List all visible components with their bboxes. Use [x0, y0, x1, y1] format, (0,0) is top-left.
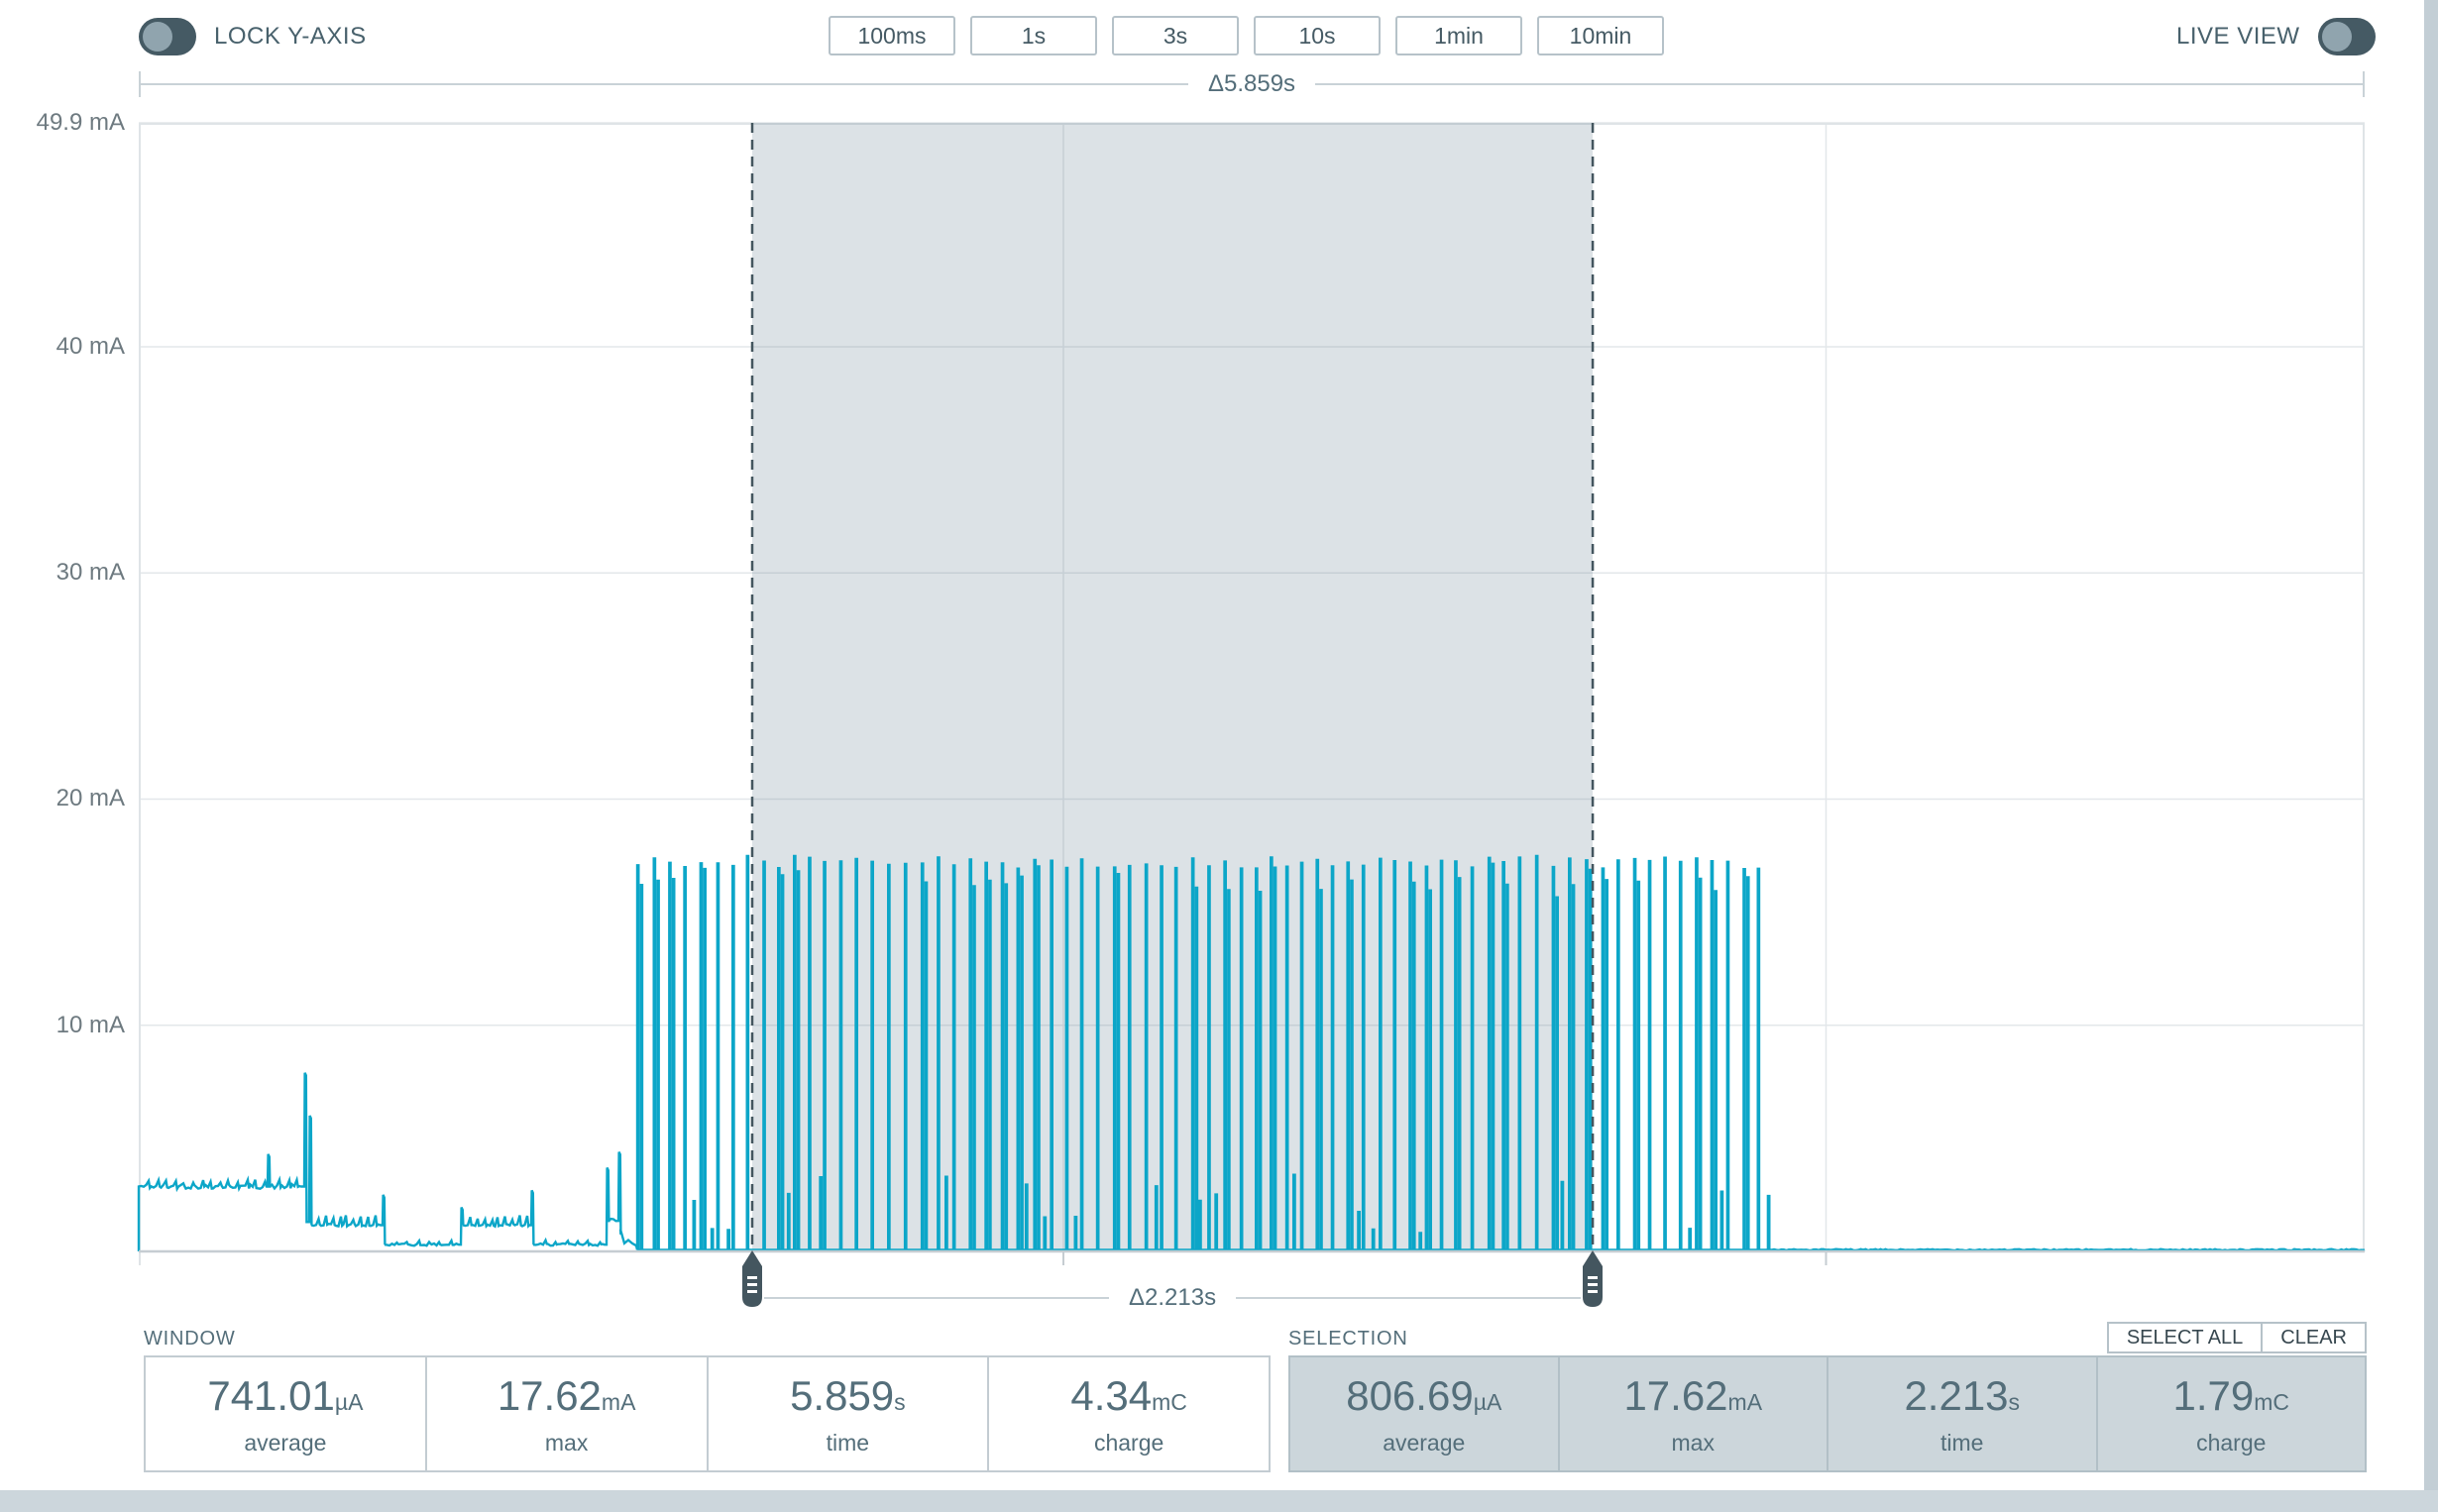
time-range-button-group: 100ms 1s 3s 10s 1min 10min — [829, 16, 1664, 55]
stat-unit: mC — [2254, 1388, 2290, 1415]
stat-value: 5.859s — [790, 1371, 906, 1419]
selection-stats-title: SELECTION — [1288, 1328, 1408, 1350]
clear-button[interactable]: CLEAR — [2263, 1322, 2367, 1353]
vertical-scrollbar[interactable] — [2424, 0, 2438, 1490]
stat-label: charge — [2196, 1429, 2267, 1456]
stat-unit: s — [894, 1388, 906, 1415]
stat-unit: mC — [1152, 1388, 1187, 1415]
live-view-toggle[interactable] — [2317, 18, 2376, 55]
range-button-10min[interactable]: 10min — [1537, 16, 1664, 55]
range-button-100ms[interactable]: 100ms — [829, 16, 955, 55]
selection-stats-panel: SELECTION SELECT ALL CLEAR 806.69µA avera… — [1288, 1322, 2367, 1472]
stat-unit: s — [2008, 1388, 2021, 1415]
stat-label: charge — [1093, 1429, 1164, 1456]
y-axis-tick-label: 10 mA — [55, 1011, 125, 1038]
stat-value: 17.62mA — [497, 1371, 636, 1419]
stat-label: max — [1671, 1429, 1715, 1456]
range-button-10s[interactable]: 10s — [1254, 16, 1381, 55]
lock-y-axis-label: LOCK Y-AXIS — [214, 23, 367, 50]
selection-stats-boxes: 806.69µA average 17.62mA max 2.213s time 1.79m… — [1288, 1355, 2367, 1472]
window-span-bracket: Δ5.859s — [139, 70, 2365, 97]
y-axis-tick-label: 49.9 mA — [36, 109, 125, 136]
select-all-button[interactable]: SELECT ALL — [2106, 1322, 2264, 1353]
range-button-1s[interactable]: 1s — [970, 16, 1097, 55]
stat-value: 741.01µA — [207, 1371, 364, 1419]
stat-value: 806.69µA — [1346, 1371, 1502, 1419]
current-chart-canvas[interactable] — [137, 122, 2366, 1265]
current-trace — [137, 854, 2366, 1252]
stat-cell-time: 5.859s time — [706, 1357, 988, 1470]
bracket-end-tick — [2363, 71, 2365, 97]
stat-label: average — [1383, 1429, 1466, 1456]
selection-span-label: Δ2.213s — [1128, 1284, 1217, 1311]
selection-handle-right[interactable] — [1582, 1250, 1604, 1308]
stat-cell-charge: 4.34mC charge — [987, 1357, 1269, 1470]
live-view-label: LIVE VIEW — [2176, 23, 2300, 50]
y-axis-tick-label: 30 mA — [55, 559, 125, 587]
stat-label: max — [544, 1429, 589, 1456]
bracket-line — [141, 83, 1188, 85]
stat-cell-charge: 1.79mC charge — [2095, 1357, 2366, 1470]
bracket-line — [763, 1297, 1109, 1299]
stat-cell-max: 17.62mA max — [424, 1357, 707, 1470]
stat-unit: µA — [334, 1388, 364, 1415]
bracket-line — [1315, 83, 2363, 85]
bottom-scrollbar-strip[interactable] — [0, 1490, 2438, 1512]
selection-handle-left[interactable] — [741, 1250, 763, 1308]
selection-overlay[interactable] — [751, 123, 1594, 1251]
window-stats-boxes: 741.01µA average 17.62mA max 5.859s time 4.34m… — [144, 1355, 1271, 1472]
stat-label: average — [244, 1429, 327, 1456]
stat-cell-max: 17.62mA max — [1557, 1357, 1828, 1470]
window-stats-panel: WINDOW 741.01µA average 17.62mA max 5.859s ti… — [144, 1324, 1271, 1472]
toggle-knob-icon — [2321, 22, 2352, 52]
stat-label: time — [1940, 1429, 1984, 1456]
stat-value: 1.79mC — [2172, 1371, 2290, 1419]
toggle-knob-icon — [143, 22, 172, 52]
stat-label: time — [826, 1429, 870, 1456]
stat-value: 2.213s — [1904, 1371, 2021, 1419]
live-view-control: LIVE VIEW — [2176, 18, 2376, 55]
stat-value: 17.62mA — [1623, 1371, 1763, 1419]
selection-button-group: SELECT ALL CLEAR — [2106, 1322, 2367, 1353]
selection-span-bracket: Δ2.213s — [763, 1284, 1582, 1312]
y-axis-tick-label: 20 mA — [55, 785, 125, 812]
stat-value: 4.34mC — [1070, 1371, 1187, 1419]
window-stats-title: WINDOW — [144, 1328, 236, 1350]
range-button-1min[interactable]: 1min — [1395, 16, 1522, 55]
stat-cell-average: 806.69µA average — [1290, 1357, 1558, 1470]
range-button-3s[interactable]: 3s — [1112, 16, 1239, 55]
bracket-line — [1236, 1297, 1582, 1299]
stat-unit: µA — [1473, 1388, 1502, 1415]
stat-unit: mA — [1727, 1388, 1763, 1415]
window-span-label: Δ5.859s — [1207, 70, 1296, 97]
stat-cell-average: 741.01µA average — [146, 1357, 425, 1470]
y-axis-tick-label: 40 mA — [55, 332, 125, 360]
stat-unit: mA — [601, 1388, 636, 1415]
stat-cell-time: 2.213s time — [1827, 1357, 2096, 1470]
bracket-end-tick — [139, 71, 141, 97]
lock-y-axis-toggle[interactable] — [139, 18, 196, 55]
lock-y-axis-control: LOCK Y-AXIS — [139, 18, 367, 55]
